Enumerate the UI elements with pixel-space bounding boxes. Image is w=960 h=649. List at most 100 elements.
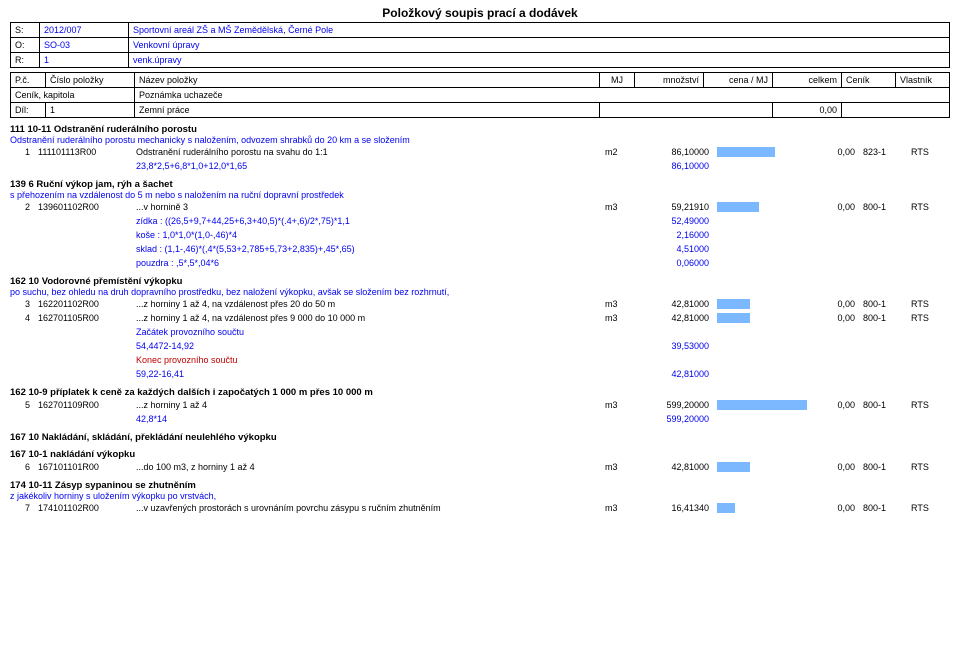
row-mj: m3 <box>601 501 635 515</box>
row-q: 42,81000 <box>635 297 713 311</box>
col-pc: P.č. <box>11 73 46 88</box>
calc-formula: 59,22-16,41 <box>132 367 601 381</box>
hdr-r-code: 1 <box>40 53 129 68</box>
row-bar <box>713 311 811 325</box>
bar-fill <box>717 503 735 513</box>
row-mj: m3 <box>601 460 635 474</box>
col-cenik: Ceník <box>842 73 896 88</box>
col-sum: celkem <box>773 73 842 88</box>
calc-formula: 54,4472-14,92 <box>132 339 601 353</box>
row-own: RTS <box>907 200 950 214</box>
row-bar <box>713 297 811 311</box>
row-sum: 0,00 <box>811 501 859 515</box>
row-sum: 0,00 <box>811 398 859 412</box>
calc-value: 52,49000 <box>635 214 713 228</box>
row-sum: 0,00 <box>811 297 859 311</box>
row-sum: 0,00 <box>811 145 859 159</box>
row-n: 6 <box>10 460 34 474</box>
item-row: 7 174101102R00 ...v uzavřených prostorác… <box>10 501 950 515</box>
row-n: 2 <box>10 200 34 214</box>
item-row: 2 139601102R00 ...v hornině 3 m3 59,2191… <box>10 200 950 214</box>
columns-header-table: P.č. Číslo položky Název položky MJ množ… <box>10 72 950 118</box>
row-mj: m3 <box>601 297 635 311</box>
sec6-table: 6 167101101R00 ...do 100 m3, z horniny 1… <box>10 460 950 474</box>
col-q: množství <box>635 73 704 88</box>
sec7-desc: z jakékoliv horniny s uložením výkopku p… <box>10 491 950 501</box>
row-cenik: 800-1 <box>859 200 907 214</box>
row-cenik: 800-1 <box>859 501 907 515</box>
sec2-head: 139 6 Ruční výkop jam, rýh a šachet <box>10 179 950 190</box>
item-row: 1 111101113R00 Odstranění ruderálního po… <box>10 145 950 159</box>
bar-fill <box>717 147 775 157</box>
bar-fill <box>717 202 759 212</box>
hdr-r-name: venk.úpravy <box>129 53 950 68</box>
row-q: 599,20000 <box>635 398 713 412</box>
col-own: Vlastník <box>896 73 950 88</box>
row-cenik: 800-1 <box>859 398 907 412</box>
row-n: 1 <box>10 145 34 159</box>
row-desc: ...z horniny 1 až 4 <box>132 398 601 412</box>
row-code: 162701109R00 <box>34 398 132 412</box>
row-q: 16,41340 <box>635 501 713 515</box>
calc-value: 4,51000 <box>635 242 713 256</box>
row-own: RTS <box>907 398 950 412</box>
sec5-head: 167 10 Nakládání, skládání, překládání n… <box>10 432 950 443</box>
bar-fill <box>717 313 750 323</box>
row-mj: m3 <box>601 200 635 214</box>
item-row: 5 162701109R00 ...z horniny 1 až 4 m3 59… <box>10 398 950 412</box>
row-code: 162201102R00 <box>34 297 132 311</box>
row-cenik: 800-1 <box>859 297 907 311</box>
row-code: 167101101R00 <box>34 460 132 474</box>
calc-row: sklad : (1,1-,46)*(,4*(5,53+2,785+5,73+2… <box>10 242 950 256</box>
calc-end-label: Konec provozního součtu <box>132 353 601 367</box>
dil-sum: 0,00 <box>773 103 842 118</box>
dil-spacer <box>600 103 773 118</box>
row-bar <box>713 398 811 412</box>
calc-start-row: Začátek provozního součtu <box>10 325 950 339</box>
calc-start-label: Začátek provozního součtu <box>132 325 601 339</box>
col-mj: MJ <box>600 73 635 88</box>
row-q: 42,81000 <box>635 460 713 474</box>
row-own: RTS <box>907 145 950 159</box>
row-desc: ...z horniny 1 až 4, na vzdálenost přes … <box>132 297 601 311</box>
row-bar <box>713 200 811 214</box>
sec6-head: 167 10-1 nakládání výkopku <box>10 449 950 460</box>
row-n: 7 <box>10 501 34 515</box>
item-row: 6 167101101R00 ...do 100 m3, z horniny 1… <box>10 460 950 474</box>
sec1-desc: Odstranění ruderálního porostu mechanick… <box>10 135 950 145</box>
row-q: 42,81000 <box>635 311 713 325</box>
row-n: 4 <box>10 311 34 325</box>
calc-value: 0,06000 <box>635 256 713 270</box>
sec7-head: 174 10-11 Zásyp sypaninou se zhutněním <box>10 480 950 491</box>
row-mj: m2 <box>601 145 635 159</box>
row-sum: 0,00 <box>811 311 859 325</box>
calc-row: 23,8*2,5+6,8*1,0+12,0*1,65 86,10000 <box>10 159 950 173</box>
sec4-table: 5 162701109R00 ...z horniny 1 až 4 m3 59… <box>10 398 950 426</box>
sec2-desc: s přehozením na vzdálenost do 5 m nebo s… <box>10 190 950 200</box>
cenik-label: Ceník, kapitola <box>11 88 135 103</box>
item-row: 4 162701105R00 ...z horniny 1 až 4, na v… <box>10 311 950 325</box>
row-q: 59,21910 <box>635 200 713 214</box>
calc-formula: 23,8*2,5+6,8*1,0+12,0*1,65 <box>132 159 601 173</box>
row-code: 111101113R00 <box>34 145 132 159</box>
calc-value: 2,16000 <box>635 228 713 242</box>
dil-no: 1 <box>46 103 135 118</box>
row-own: RTS <box>907 297 950 311</box>
dil-spacer2 <box>842 103 950 118</box>
calc-formula: pouzdra : ,5*,5*,04*6 <box>132 256 601 270</box>
bar-fill <box>717 462 750 472</box>
hdr-s-code: 2012/007 <box>40 23 129 38</box>
calc-row: 59,22-16,41 42,81000 <box>10 367 950 381</box>
row-own: RTS <box>907 460 950 474</box>
col-up: cena / MJ <box>704 73 773 88</box>
calc-formula: koše : 1,0*1,0*(1,0-,46)*4 <box>132 228 601 242</box>
calc-row: koše : 1,0*1,0*(1,0-,46)*4 2,16000 <box>10 228 950 242</box>
row-mj: m3 <box>601 311 635 325</box>
calc-row: pouzdra : ,5*,5*,04*6 0,06000 <box>10 256 950 270</box>
calc-formula: 42,8*14 <box>132 412 601 426</box>
row-bar <box>713 460 811 474</box>
page-title: Položkový soupis prací a dodávek <box>10 6 950 20</box>
row-desc: ...v hornině 3 <box>132 200 601 214</box>
row-bar <box>713 501 811 515</box>
calc-value: 599,20000 <box>635 412 713 426</box>
